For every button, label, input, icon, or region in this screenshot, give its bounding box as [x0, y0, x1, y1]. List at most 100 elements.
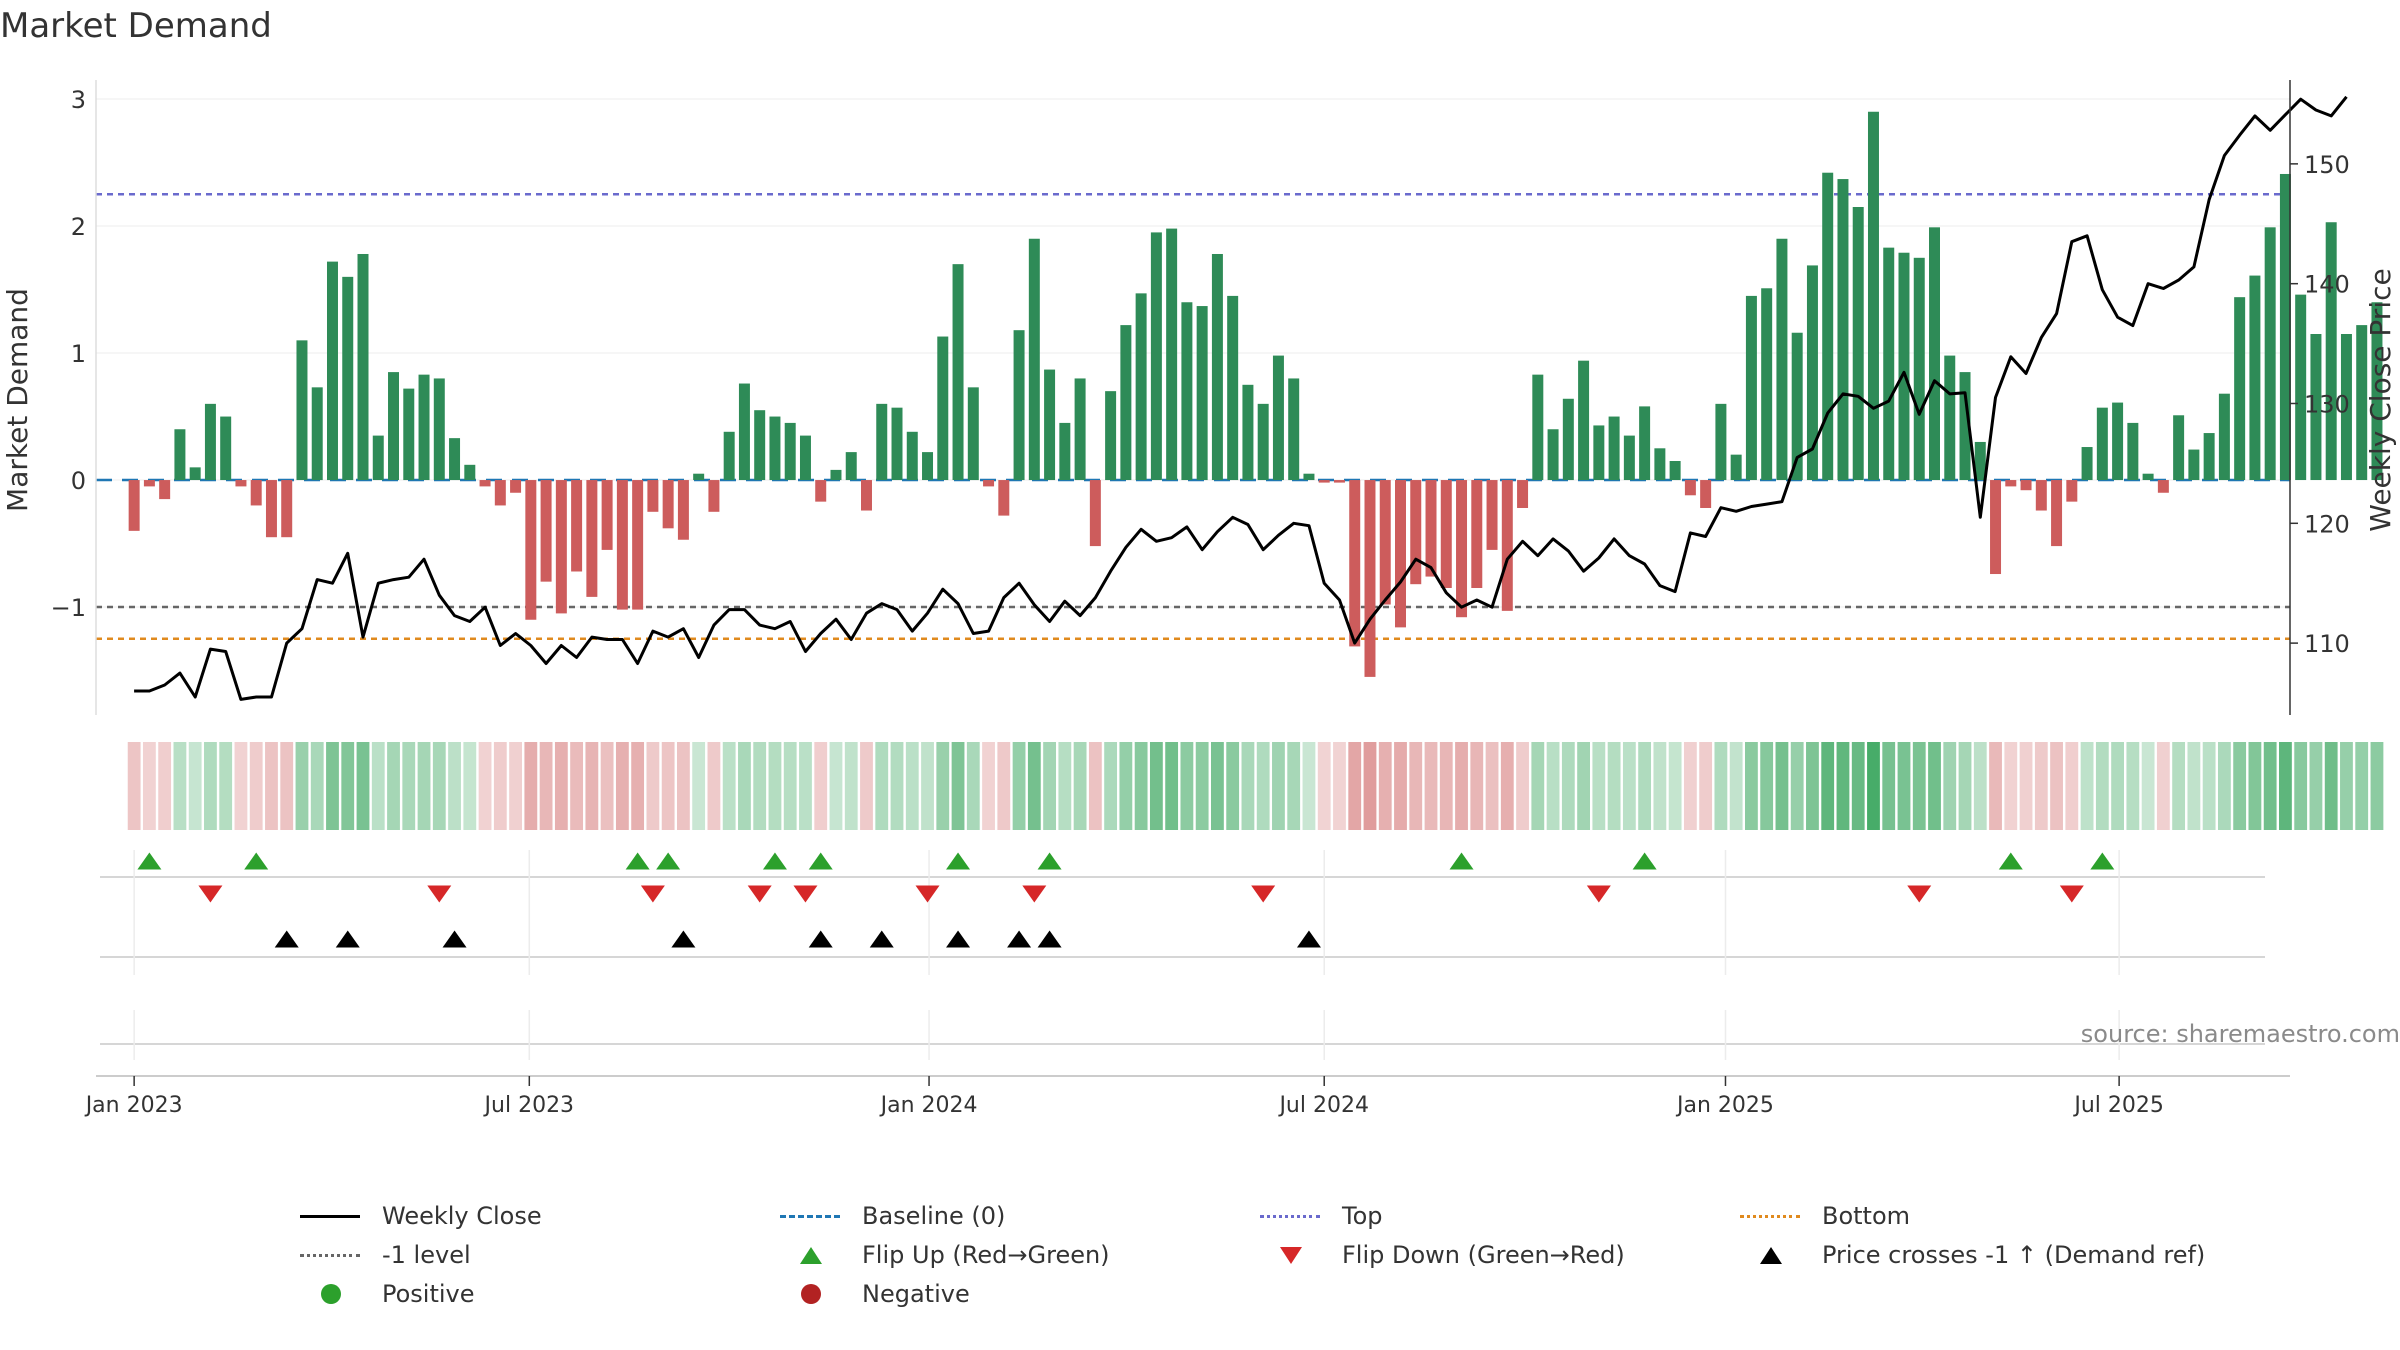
demand-bar-positive: [357, 253, 369, 481]
demand-bar-negative: [1486, 480, 1498, 550]
demand-bar-positive: [799, 435, 811, 481]
demand-bar-positive: [174, 429, 186, 481]
demand-bar-negative: [998, 480, 1010, 516]
heat-cell-negative: [1500, 742, 1514, 830]
flip-up-marker: [1037, 852, 1062, 870]
heat-cell-positive: [341, 742, 355, 830]
heat-cell-positive: [2309, 742, 2323, 830]
demand-bar-negative: [1364, 480, 1376, 677]
demand-bar-negative: [1395, 480, 1406, 628]
demand-bar-positive: [449, 438, 461, 481]
price-cross-marker: [869, 930, 894, 948]
heat-cell-positive: [1851, 742, 1865, 830]
demand-bar-negative: [647, 480, 659, 512]
legend-flip-up: Flip Up (Red→Green): [780, 1239, 1260, 1270]
legend-label: Top: [1342, 1201, 1383, 1230]
demand-bar-positive: [754, 410, 766, 481]
heat-cell-positive: [463, 742, 477, 830]
y-tick-label: 3: [71, 86, 86, 114]
heat-cell-negative: [554, 742, 568, 830]
demand-bar-positive: [2081, 447, 2093, 481]
source-note: source: sharemaestro.com: [2080, 1020, 2400, 1048]
weekly-close-line: [134, 95, 2348, 701]
legend-label: -1 level: [382, 1240, 471, 1269]
demand-bar-positive: [784, 422, 796, 481]
heat-cell-negative: [585, 742, 599, 830]
demand-bar-positive: [2203, 433, 2215, 481]
heat-cell-positive: [1836, 742, 1850, 830]
demand-bar-negative: [2051, 480, 2063, 547]
demand-bar-positive: [738, 383, 750, 481]
heat-cell-positive: [2324, 742, 2338, 830]
heat-cell-positive: [951, 742, 965, 830]
heat-cell-positive: [219, 742, 233, 830]
demand-bar-positive: [2096, 407, 2108, 481]
heat-cell-positive: [1027, 742, 1041, 830]
demand-bar-negative: [861, 480, 872, 511]
demand-bar-positive: [1944, 355, 1956, 481]
heat-cell-positive: [188, 742, 202, 830]
heat-cell-negative: [707, 742, 721, 830]
demand-bar-positive: [1654, 448, 1666, 481]
heat-cell-positive: [1912, 742, 1926, 830]
heat-cell-negative: [524, 742, 538, 830]
demand-bar-negative: [510, 480, 522, 493]
x-tick-label: Jan 2024: [879, 1093, 978, 1118]
demand-bar-positive: [1562, 398, 1574, 481]
demand-bar-positive: [418, 374, 430, 481]
legend-minus1: -1 level: [300, 1239, 780, 1270]
demand-bar-negative: [571, 480, 583, 572]
demand-bar-positive: [1867, 111, 1879, 481]
heat-cell-negative: [1470, 742, 1484, 830]
demand-bar-positive: [2127, 422, 2139, 481]
heat-cell-negative: [631, 742, 645, 830]
flip-down-marker: [640, 885, 665, 903]
heat-cell-positive: [1745, 742, 1758, 830]
demand-bar-positive: [1608, 416, 1620, 481]
heat-cell-positive: [829, 742, 843, 830]
demand-bar-negative: [159, 480, 171, 500]
heat-cell-negative: [2004, 742, 2018, 830]
heat-cell-positive: [2126, 742, 2140, 830]
heat-cell-positive: [1073, 742, 1087, 830]
heat-cell-positive: [1104, 742, 1118, 830]
flip-down-marker: [2059, 885, 2084, 903]
demand-bar-negative: [1440, 480, 1452, 588]
demand-bar-positive: [891, 407, 903, 481]
heat-cell-positive: [1149, 742, 1163, 830]
x-tick-label: Jul 2024: [1277, 1093, 1369, 1118]
heat-cell-positive: [2233, 742, 2247, 830]
demand-bar-positive: [1578, 360, 1590, 481]
flip-down-marker: [1251, 885, 1276, 903]
demand-bar-positive: [1288, 378, 1300, 481]
y-axis-title: Market Demand: [1, 288, 34, 512]
demand-bar-positive: [1745, 295, 1757, 481]
heat-cell-positive: [2355, 742, 2369, 830]
demand-bar-positive: [937, 336, 949, 481]
demand-bar-positive: [1852, 207, 1864, 481]
heat-cell-negative: [2065, 742, 2079, 830]
price-cross-marker: [442, 930, 467, 948]
demand-bar-negative: [1318, 480, 1330, 483]
gridlines: [96, 98, 2290, 1060]
demand-bar-positive: [220, 416, 232, 481]
heat-cell-positive: [890, 742, 904, 830]
heat-cell-negative: [661, 742, 675, 830]
demand-bar-negative: [662, 480, 674, 529]
heat-cell-negative: [2019, 742, 2033, 830]
heat-cell-positive: [783, 742, 797, 830]
demand-bar-negative: [2005, 480, 2017, 487]
heat-cell-positive: [1821, 742, 1835, 830]
heat-cell-positive: [356, 742, 370, 830]
demand-bar-positive: [1181, 302, 1193, 481]
heat-cell-negative: [1088, 742, 1102, 830]
demand-bar-positive: [1028, 238, 1040, 481]
legend-label: Flip Down (Green→Red): [1342, 1240, 1625, 1269]
demand-bar-positive: [2295, 294, 2307, 481]
heat-cell-negative: [1699, 742, 1713, 830]
demand-bar-negative: [2035, 480, 2047, 511]
y-axis-left: −1 0 1 2 3: [51, 80, 97, 715]
demand-bar-negative: [1379, 480, 1391, 605]
heat-cell-positive: [1592, 742, 1606, 830]
demand-bar-positive: [876, 403, 888, 481]
